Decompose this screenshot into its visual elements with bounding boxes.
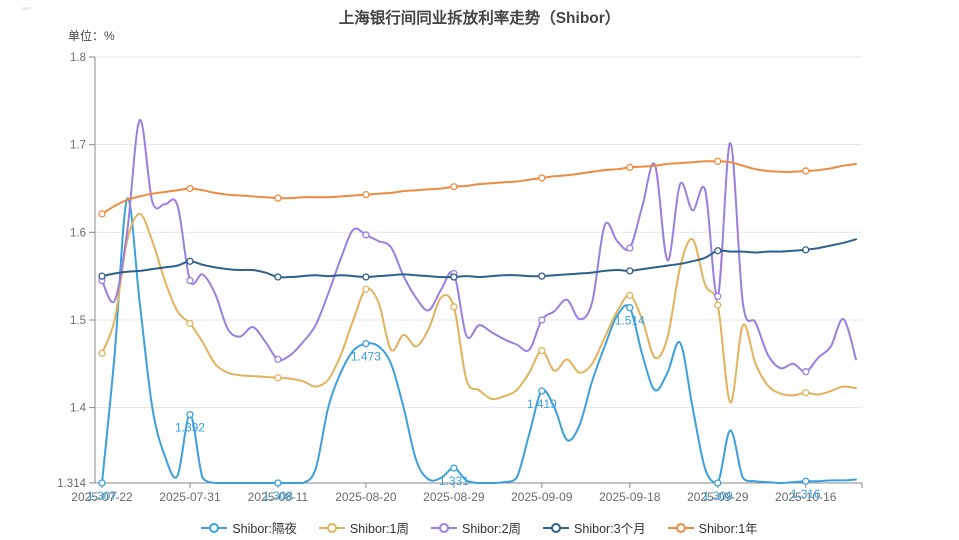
marker-3m (186, 257, 194, 265)
marker-1w (186, 319, 194, 328)
marker-3m (450, 273, 458, 281)
legend-item-3m[interactable]: Shibor:3个月 (543, 518, 646, 537)
corner-artifact (22, 7, 31, 10)
marker-3m (362, 273, 370, 281)
marker-1w (362, 285, 370, 293)
legend-item-overnight[interactable]: Shibor:隔夜 (201, 518, 297, 537)
point-label-overnight: 1.308 (263, 489, 293, 503)
marker-overnight (362, 339, 370, 348)
marker-overnight (802, 477, 810, 485)
x-axis-label: 2025-08-11 (248, 490, 309, 504)
marker-1y (538, 174, 546, 182)
shibor-line-chart[interactable]: 1.314 1.4 1.5 1.6 1.7 1.8 2025-07-22 2025-07-31… (0, 0, 959, 516)
unit-label: 单位：% (68, 29, 115, 43)
marker-3m (714, 247, 722, 255)
marker-2w (538, 316, 546, 324)
y-axis-label: 1.314 (57, 478, 86, 490)
marker-2w (274, 355, 282, 364)
point-label-overnight: 1.309 (703, 489, 733, 503)
point-label-overnight: 1.316 (791, 487, 821, 501)
x-axis-label: 2025-09-09 (511, 490, 573, 504)
marker-overnight (714, 479, 722, 487)
legend-item-1w[interactable]: Shibor:1周 (318, 518, 409, 537)
y-axis-label: 1.8 (70, 52, 86, 64)
x-axis-label: 2025-08-20 (335, 490, 397, 504)
legend-label-overnight: Shibor:隔夜 (232, 522, 297, 536)
legend-item-1y[interactable]: Shibor:1年 (667, 518, 758, 537)
point-label-overnight: 1.419 (527, 397, 557, 411)
marker-1w (450, 303, 458, 311)
series-line-overnight (101, 197, 857, 485)
marker-1y (626, 163, 634, 172)
series-line-2w (101, 119, 857, 373)
x-axis-label: 2025-08-29 (423, 490, 485, 504)
x-axis-label: 2025-07-31 (159, 490, 221, 504)
legend-marker-1y (667, 522, 694, 533)
marker-1w (98, 349, 106, 357)
legend-marker-2w (430, 522, 457, 533)
marker-1y (98, 210, 106, 218)
marker-1y (802, 167, 810, 175)
marker-overnight (626, 304, 634, 312)
marker-overnight (450, 464, 458, 472)
marker-1y (274, 194, 282, 202)
legend-label-2w: Shibor:2周 (461, 522, 522, 536)
legend-marker-1w (318, 522, 345, 533)
marker-1y (362, 190, 370, 199)
x-axis-label: 2025-10-16 (775, 490, 837, 504)
legend-marker-3m (543, 522, 570, 533)
y-axis-label: 1.5 (70, 315, 86, 327)
marker-1y (186, 184, 194, 193)
marker-overnight (274, 479, 282, 487)
marker-1w (538, 346, 546, 355)
marker-2w (714, 292, 722, 300)
marker-1w (274, 374, 282, 382)
series-line-3m (101, 238, 857, 279)
marker-3m (538, 272, 546, 280)
point-label-overnight: 1.392 (175, 421, 205, 435)
point-label-overnight: 1.514 (615, 314, 645, 328)
marker-1y (450, 183, 458, 191)
marker-1y (714, 157, 722, 165)
marker-overnight (186, 410, 194, 419)
y-axis-label: 1.6 (70, 227, 86, 239)
marker-3m (802, 246, 810, 254)
marker-2w (802, 368, 810, 376)
x-axis-label: 2025-07-22 (71, 490, 133, 504)
marker-1w (802, 389, 810, 397)
marker-2w (626, 244, 634, 252)
point-label-overnight: 1.331 (439, 474, 469, 488)
marker-2w (186, 276, 194, 285)
legend-label-3m: Shibor:3个月 (574, 522, 646, 536)
marker-1w (626, 291, 634, 300)
series-line-1w (101, 212, 857, 404)
chart-title: 上海银行间同业拆放利率走势（Shibor） (338, 10, 621, 27)
x-axis-label: 2025-09-29 (687, 490, 749, 504)
x-axis-label: 2025-09-18 (599, 490, 661, 504)
marker-3m (98, 272, 106, 280)
marker-3m (626, 267, 634, 275)
legend-item-2w[interactable]: Shibor:2周 (430, 518, 522, 537)
legend-label-1w: Shibor:1周 (349, 522, 409, 536)
marker-3m (274, 273, 282, 281)
point-label-overnight: 1.473 (351, 350, 381, 364)
marker-overnight (538, 387, 546, 395)
legend: Shibor:隔夜 Shibor:1周 Shibor:2周 Shibor:3个月 Shi… (0, 518, 959, 537)
marker-1w (714, 301, 722, 309)
marker-2w (362, 231, 370, 239)
legend-marker-overnight (201, 522, 228, 533)
y-axis-label: 1.7 (70, 140, 86, 152)
point-label-overnight: 1.307 (87, 489, 117, 503)
legend-label-1y: Shibor:1年 (698, 522, 758, 536)
marker-overnight (98, 479, 106, 487)
series-line-1y (101, 160, 857, 215)
y-axis-label: 1.4 (70, 403, 87, 415)
